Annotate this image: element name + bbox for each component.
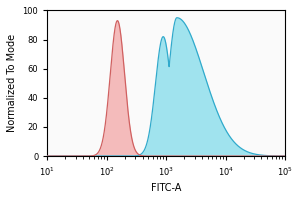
Y-axis label: Normalized To Mode: Normalized To Mode: [7, 34, 17, 132]
X-axis label: FITC-A: FITC-A: [151, 183, 182, 193]
